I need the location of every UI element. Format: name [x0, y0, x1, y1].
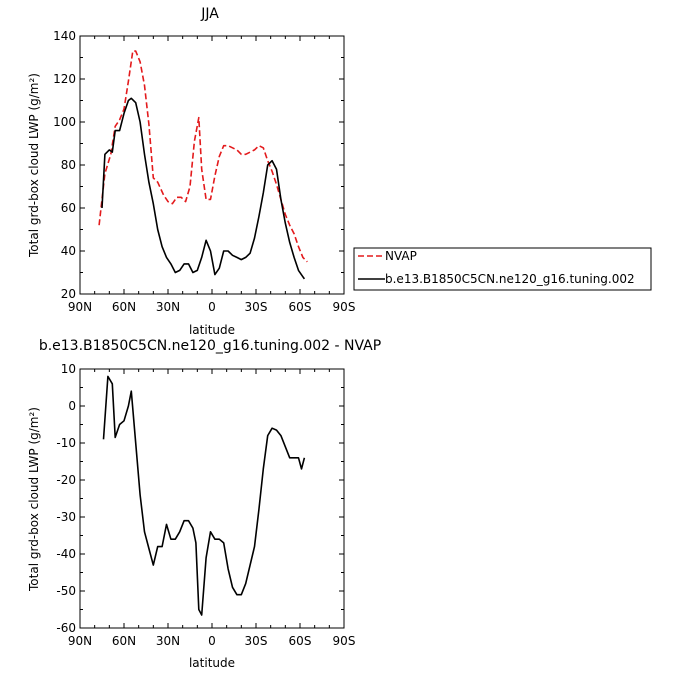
- legend: NVAP b.e13.B1850C5CN.ne120_g16.tuning.00…: [353, 247, 652, 291]
- bottom-x-tick-label: 30N: [156, 634, 180, 648]
- top-x-tick-label: 60N: [112, 300, 136, 314]
- bottom-x-tick-label: 0: [208, 634, 216, 648]
- bottom-y-tick-label: -60: [56, 621, 76, 635]
- top-series-line-0: [98, 50, 308, 263]
- top-x-tick-label: 30N: [156, 300, 180, 314]
- top-y-tick-label: 140: [53, 29, 76, 43]
- bottom-x-tick-label: 90S: [333, 634, 356, 648]
- bottom-x-tick-label: 60N: [112, 634, 136, 648]
- bottom-y-tick-label: -20: [56, 473, 76, 487]
- top-y-axis-label: Total grd-box cloud LWP (g/m²): [27, 73, 41, 258]
- bottom-plot-frame: [79, 368, 345, 629]
- bottom-y-tick-label: 10: [61, 362, 76, 376]
- bottom-x-tick-label: 60S: [289, 634, 312, 648]
- top-y-tick-label: 20: [61, 287, 76, 301]
- top-x-tick-label: 60S: [289, 300, 312, 314]
- bottom-series-line-0: [102, 375, 306, 616]
- bottom-x-axis-label: latitude: [189, 656, 235, 670]
- bottom-x-tick-label: 30S: [245, 634, 268, 648]
- top-y-tick-label: 120: [53, 72, 76, 86]
- bottom-panel: b.e13.B1850C5CN.ne120_g16.tuning.002 - N…: [27, 338, 381, 670]
- legend-label-model: b.e13.B1850C5CN.ne120_g16.tuning.002: [385, 272, 635, 286]
- legend-box: [353, 247, 652, 291]
- top-y-tick-label: 100: [53, 115, 76, 129]
- bottom-x-tick-label: 90N: [68, 634, 92, 648]
- bottom-y-tick-label: -40: [56, 547, 76, 561]
- bottom-y-tick-label: 0: [68, 399, 76, 413]
- top-x-tick-label: 30S: [245, 300, 268, 314]
- top-panel: JJA 90N 60N 30N 0 30S 60S 90S 20 40 60 80 100 120 140…: [27, 6, 355, 337]
- top-y-tick-label: 40: [61, 244, 76, 258]
- top-x-tick-label: 90N: [68, 300, 92, 314]
- bottom-y-tick-label: -10: [56, 436, 76, 450]
- top-title: JJA: [200, 6, 219, 22]
- legend-label-nvap: NVAP: [385, 249, 417, 263]
- bottom-y-tick-label: -50: [56, 584, 76, 598]
- top-x-tick-label: 0: [208, 300, 216, 314]
- bottom-y-axis-label: Total grd-box cloud LWP (g/m²): [27, 407, 41, 592]
- top-y-tick-label: 60: [61, 201, 76, 215]
- bottom-y-tick-label: -30: [56, 510, 76, 524]
- top-x-tick-label: 90S: [333, 300, 356, 314]
- top-series-line-1: [101, 97, 306, 280]
- bottom-title: b.e13.B1850C5CN.ne120_g16.tuning.002 - N…: [39, 338, 381, 354]
- top-y-tick-label: 80: [61, 158, 76, 172]
- top-x-axis-label: latitude: [189, 323, 235, 337]
